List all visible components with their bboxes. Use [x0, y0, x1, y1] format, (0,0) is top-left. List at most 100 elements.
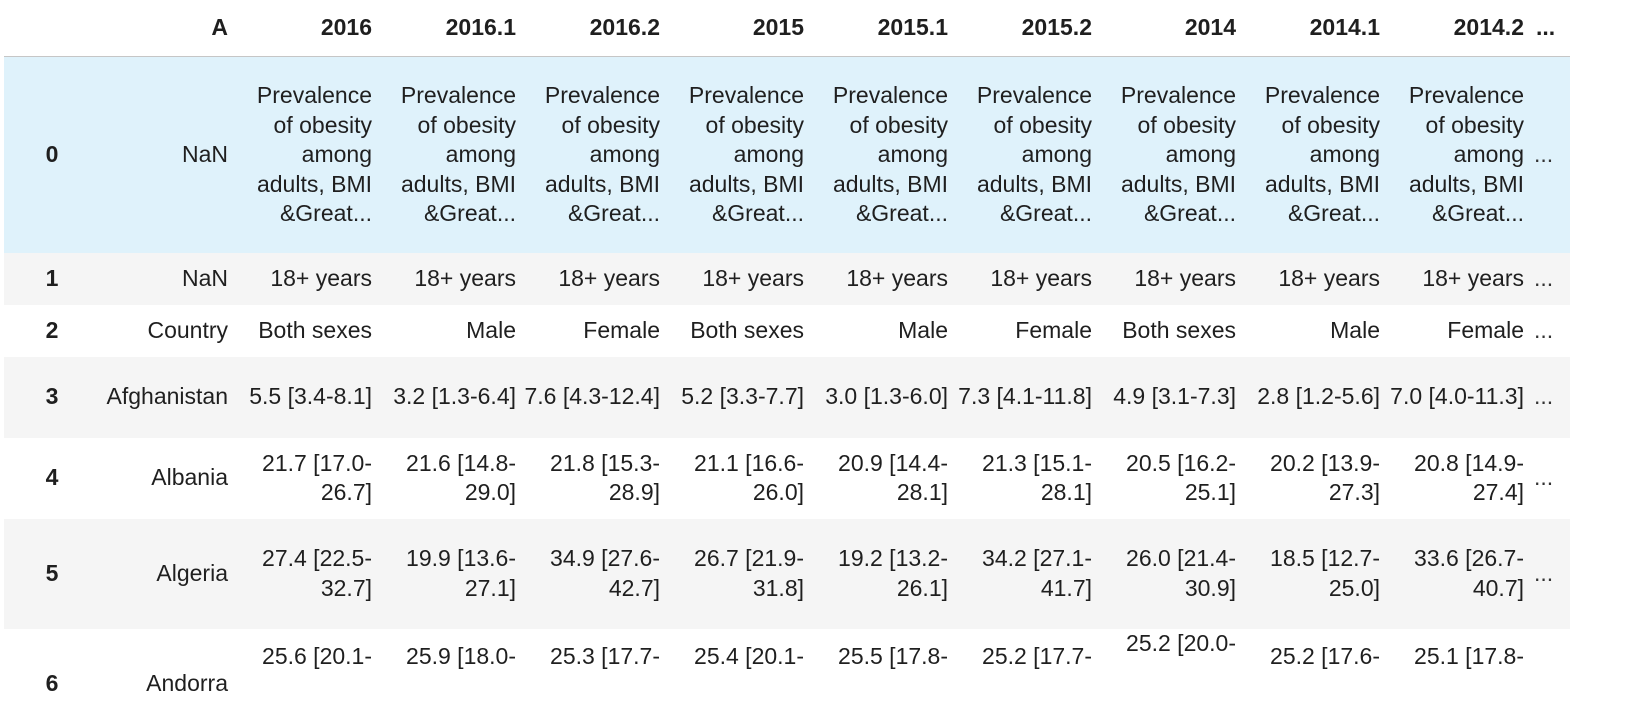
table-cell: 18+ years	[1386, 252, 1530, 305]
column-header: 2015.1	[810, 0, 954, 57]
table-row[interactable]: 4 Albania 21.7 [17.0-26.7] 21.6 [14.8-29.0]…	[4, 437, 1570, 519]
table-cell: 26.0 [21.4-30.9]	[1098, 518, 1242, 629]
table-cell: Female	[1386, 304, 1530, 357]
column-header: 2015.2	[954, 0, 1098, 57]
table-cell: 25.1 [17.8-	[1386, 628, 1530, 708]
table-cell: 7.6 [4.3-12.4]	[522, 356, 666, 438]
truncated-cell-marker: ...	[1530, 437, 1570, 519]
table-cell: 5.2 [3.3-7.7]	[666, 356, 810, 438]
column-header-label: A	[100, 0, 234, 57]
table-cell: 20.2 [13.9-27.3]	[1242, 437, 1386, 519]
row-label-cell: Country	[100, 304, 234, 357]
table-cell: Prevalence of obesity among adults, BMI …	[1386, 56, 1530, 253]
table-cell: Male	[378, 304, 522, 357]
row-label-cell: Afghanistan	[100, 356, 234, 438]
row-index: 6	[4, 628, 100, 708]
truncated-cell-marker: ...	[1530, 518, 1570, 629]
index-column-header	[4, 0, 100, 57]
table-cell: 25.2 [20.0-	[1098, 628, 1242, 708]
table-row[interactable]: 6 Andorra 25.6 [20.1- 25.9 [18.0- 25.3 [17.7…	[4, 628, 1570, 708]
table-cell: 21.3 [15.1-28.1]	[954, 437, 1098, 519]
table-cell: 34.9 [27.6-42.7]	[522, 518, 666, 629]
table-cell: 18+ years	[666, 252, 810, 305]
table-row[interactable]: 0 NaN Prevalence of obesity among adults, …	[4, 56, 1570, 253]
table-cell: 18+ years	[810, 252, 954, 305]
row-label-cell: Albania	[100, 437, 234, 519]
table-cell: 21.7 [17.0-26.7]	[234, 437, 378, 519]
table-cell: Male	[1242, 304, 1386, 357]
column-header: 2016.2	[522, 0, 666, 57]
table-row[interactable]: 3 Afghanistan 5.5 [3.4-8.1] 3.2 [1.3-6.4] 7.…	[4, 356, 1570, 438]
table-cell: Both sexes	[234, 304, 378, 357]
truncated-cell-marker: ...	[1530, 304, 1570, 357]
table-cell: Female	[522, 304, 666, 357]
table-row[interactable]: 1 NaN 18+ years 18+ years 18+ years 18+ years…	[4, 252, 1570, 305]
row-index: 4	[4, 437, 100, 519]
table-cell: 19.9 [13.6-27.1]	[378, 518, 522, 629]
table-cell: 3.0 [1.3-6.0]	[810, 356, 954, 438]
truncated-cell-marker	[1530, 628, 1570, 708]
table-cell: 21.1 [16.6-26.0]	[666, 437, 810, 519]
row-index: 1	[4, 252, 100, 305]
column-header: 2015	[666, 0, 810, 57]
table-cell: Both sexes	[666, 304, 810, 357]
table-cell: 20.8 [14.9-27.4]	[1386, 437, 1530, 519]
table-cell: 18+ years	[954, 252, 1098, 305]
table-cell: Male	[810, 304, 954, 357]
table-cell: 25.9 [18.0-	[378, 628, 522, 708]
column-header: 2016.1	[378, 0, 522, 57]
table-cell: Prevalence of obesity among adults, BMI …	[954, 56, 1098, 253]
row-label-cell: Andorra	[100, 628, 234, 708]
table-cell: 25.2 [17.7-	[954, 628, 1098, 708]
table-cell: 2.8 [1.2-5.6]	[1242, 356, 1386, 438]
row-index: 5	[4, 518, 100, 629]
row-index: 0	[4, 56, 100, 253]
table-cell: Prevalence of obesity among adults, BMI …	[1242, 56, 1386, 253]
row-label-cell: Algeria	[100, 518, 234, 629]
table-cell: 19.2 [13.2-26.1]	[810, 518, 954, 629]
table-cell: 25.2 [17.6-	[1242, 628, 1386, 708]
table-cell: Both sexes	[1098, 304, 1242, 357]
table-cell: 25.5 [17.8-	[810, 628, 954, 708]
table-cell: Prevalence of obesity among adults, BMI …	[234, 56, 378, 253]
table-cell: Female	[954, 304, 1098, 357]
table-cell: 33.6 [26.7-40.7]	[1386, 518, 1530, 629]
table-cell: 3.2 [1.3-6.4]	[378, 356, 522, 438]
table-cell: 20.9 [14.4-28.1]	[810, 437, 954, 519]
table-cell: 7.3 [4.1-11.8]	[954, 356, 1098, 438]
table-cell: 27.4 [22.5-32.7]	[234, 518, 378, 629]
table-cell: 21.6 [14.8-29.0]	[378, 437, 522, 519]
table-cell: 25.3 [17.7-	[522, 628, 666, 708]
table-cell: 18+ years	[522, 252, 666, 305]
table-cell: 25.6 [20.1-	[234, 628, 378, 708]
table-cell: 34.2 [27.1-41.7]	[954, 518, 1098, 629]
column-header: 2014.2	[1386, 0, 1530, 57]
column-header: 2014	[1098, 0, 1242, 57]
truncated-cell-marker: ...	[1530, 56, 1570, 253]
table-cell: 18+ years	[1098, 252, 1242, 305]
header-row: A 2016 2016.1 2016.2 2015 2015.1 2015.2 …	[4, 0, 1570, 57]
truncated-cell-marker: ...	[1530, 252, 1570, 305]
table-cell: Prevalence of obesity among adults, BMI …	[378, 56, 522, 253]
column-header: 2014.1	[1242, 0, 1386, 57]
table-cell: 20.5 [16.2-25.1]	[1098, 437, 1242, 519]
table-cell: 18.5 [12.7-25.0]	[1242, 518, 1386, 629]
row-index: 3	[4, 356, 100, 438]
table-cell: 18+ years	[378, 252, 522, 305]
table-cell: Prevalence of obesity among adults, BMI …	[522, 56, 666, 253]
table-cell: Prevalence of obesity among adults, BMI …	[1098, 56, 1242, 253]
dataframe-table: A 2016 2016.1 2016.2 2015 2015.1 2 01 5.2 …	[4, 0, 1570, 708]
table-cell: 21.8 [15.3-28.9]	[522, 437, 666, 519]
column-header: 2016	[234, 0, 378, 57]
table-row[interactable]: 2 Country Both sexes Male Female Both sexes Ma…	[4, 304, 1570, 357]
table-cell: Prevalence of obesity among adults, BMI …	[810, 56, 954, 253]
table-cell: 7.0 [4.0-11.3]	[1386, 356, 1530, 438]
truncated-cell-marker: ...	[1530, 356, 1570, 438]
table-cell: 5.5 [3.4-8.1]	[234, 356, 378, 438]
truncated-columns-marker: ...	[1530, 0, 1570, 57]
table-cell: 4.9 [3.1-7.3]	[1098, 356, 1242, 438]
table-cell: 26.7 [21.9-31.8]	[666, 518, 810, 629]
table-cell: 18+ years	[1242, 252, 1386, 305]
table-row[interactable]: 5 Algeria 27.4 [22.5-32.7] 19.9 [13.6-27.1]…	[4, 518, 1570, 629]
